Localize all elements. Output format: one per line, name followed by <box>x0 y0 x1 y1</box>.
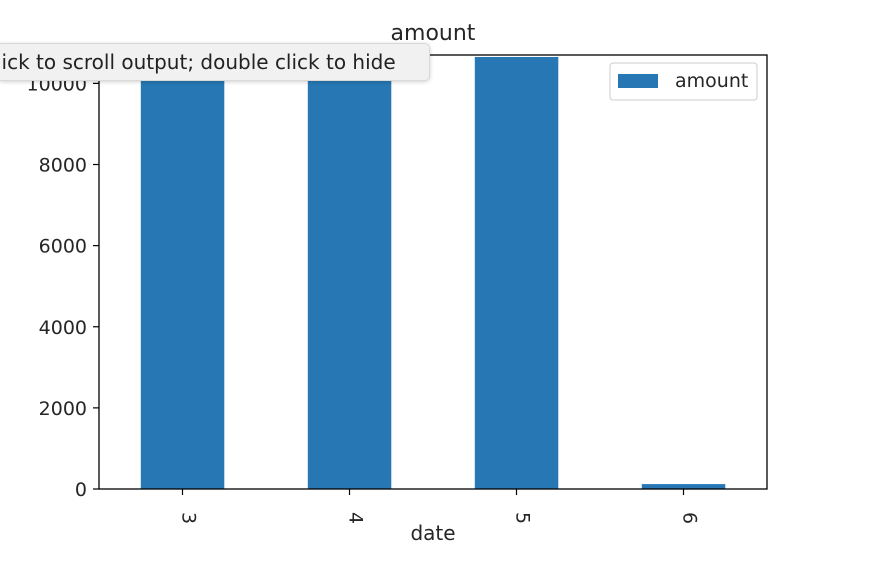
y-tick-label-4000: 4000 <box>39 317 87 339</box>
legend-label-amount: amount <box>675 70 748 92</box>
y-tick-label-6000: 6000 <box>39 236 87 258</box>
x-axis-label: date <box>410 521 455 545</box>
x-tick-label-5: 5 <box>512 512 534 524</box>
y-tick-label-0: 0 <box>75 479 87 501</box>
legend: amount <box>609 62 758 101</box>
bar-6 <box>641 484 726 489</box>
x-axis: 3 4 5 6 <box>178 489 701 524</box>
bar-5 <box>474 57 559 489</box>
plot-frame <box>98 54 768 490</box>
y-tick-label-8000: 8000 <box>39 155 87 177</box>
legend-frame <box>609 62 758 101</box>
y-tick-label-2000: 2000 <box>39 398 87 420</box>
chart-title: amount <box>391 21 476 46</box>
x-tick-label-3: 3 <box>178 512 200 524</box>
bar-3 <box>140 59 225 489</box>
bar-4 <box>307 59 392 489</box>
bars-group <box>140 57 726 489</box>
x-tick-label-4: 4 <box>345 512 367 524</box>
x-tick-label-6: 6 <box>679 512 701 524</box>
tooltip-text: Click to scroll output; double click to … <box>0 50 396 74</box>
scroll-output-tooltip[interactable]: Click to scroll output; double click to … <box>0 43 430 81</box>
legend-swatch-amount <box>618 74 658 88</box>
